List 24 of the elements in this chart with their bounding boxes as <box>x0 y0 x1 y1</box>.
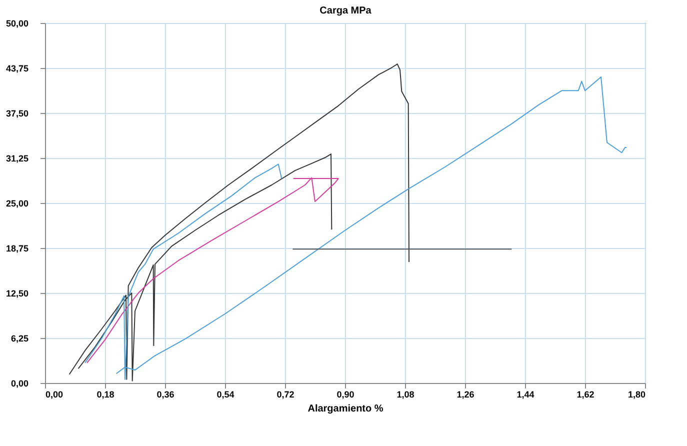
x-tick-label: 0,54 <box>216 390 234 400</box>
line-series <box>86 177 339 364</box>
x-tick-label: 0,36 <box>156 390 174 400</box>
y-tick-label: 12,50 <box>6 288 28 298</box>
y-tick-label: 25,00 <box>6 198 28 208</box>
y-tick-label: 37,50 <box>6 108 28 118</box>
y-axis-title: Carga MPa <box>320 6 372 16</box>
line-series <box>68 64 410 380</box>
x-tick-label: 1,08 <box>396 390 414 400</box>
y-tick-label: 50,00 <box>6 18 28 28</box>
x-tick-label: 0,18 <box>96 390 114 400</box>
x-axis-title: Alargamiento % <box>308 404 384 414</box>
x-tick-label: 1,26 <box>456 390 474 400</box>
x-tick-label: 1,80 <box>628 390 646 400</box>
x-tick-label: 0,00 <box>46 390 64 400</box>
y-tick-label: 0,00 <box>10 378 28 388</box>
x-tick-label: 0,72 <box>276 390 294 400</box>
y-tick-label: 6,25 <box>10 334 28 344</box>
y-tick-label: 18,75 <box>6 244 28 254</box>
y-tick-label: 31,25 <box>6 154 28 164</box>
x-tick-label: 1,62 <box>576 390 594 400</box>
x-tick-label: 1,44 <box>516 390 534 400</box>
y-tick-label: 43,75 <box>6 64 28 74</box>
x-tick-label: 0,90 <box>336 390 354 400</box>
